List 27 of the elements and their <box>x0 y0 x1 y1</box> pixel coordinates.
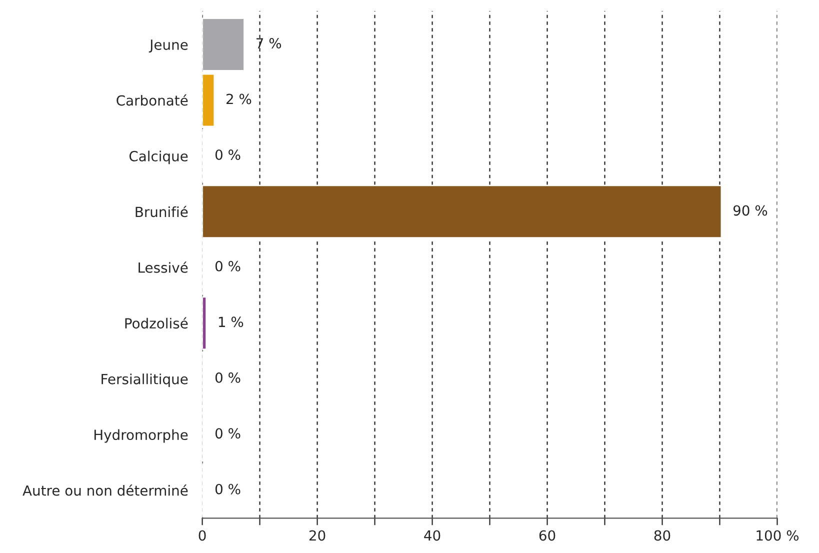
bar <box>202 184 722 239</box>
y-tick-label: Lessivé <box>138 262 188 273</box>
data-label: 0 % <box>215 428 240 439</box>
x-tick-label: 100 % <box>756 530 799 541</box>
y-tick-label: Podzolisé <box>125 317 188 329</box>
x-tick-label: 20 <box>309 530 326 541</box>
data-label: 0 % <box>215 372 240 383</box>
bar <box>202 18 245 72</box>
x-tick-label: 80 <box>654 530 670 541</box>
data-label: 2 % <box>226 94 252 104</box>
bar <box>202 73 216 128</box>
y-tick-label: Hydromorphe <box>94 429 188 443</box>
x-tick-label: 60 <box>539 530 556 541</box>
x-tick-label: 40 <box>424 530 440 541</box>
y-tick-label: Calcique <box>129 150 188 164</box>
data-label: 0 % <box>215 260 240 272</box>
y-tick-label: Brunifié <box>136 206 188 218</box>
y-tick-label: Autre ou non déterminé <box>22 484 188 496</box>
y-tick-label: Carbonaté <box>116 94 188 106</box>
y-tick-label: Jeune <box>148 40 188 53</box>
y-tick-label: Fersiallitique <box>102 374 188 388</box>
data-label: 90 % <box>733 205 768 216</box>
data-label: 0 % <box>215 484 240 494</box>
data-label: 7 % <box>256 38 282 49</box>
x-tick-label: 0 <box>198 530 206 541</box>
data-label: 0 % <box>215 149 240 160</box>
data-label: 1 % <box>218 316 244 328</box>
